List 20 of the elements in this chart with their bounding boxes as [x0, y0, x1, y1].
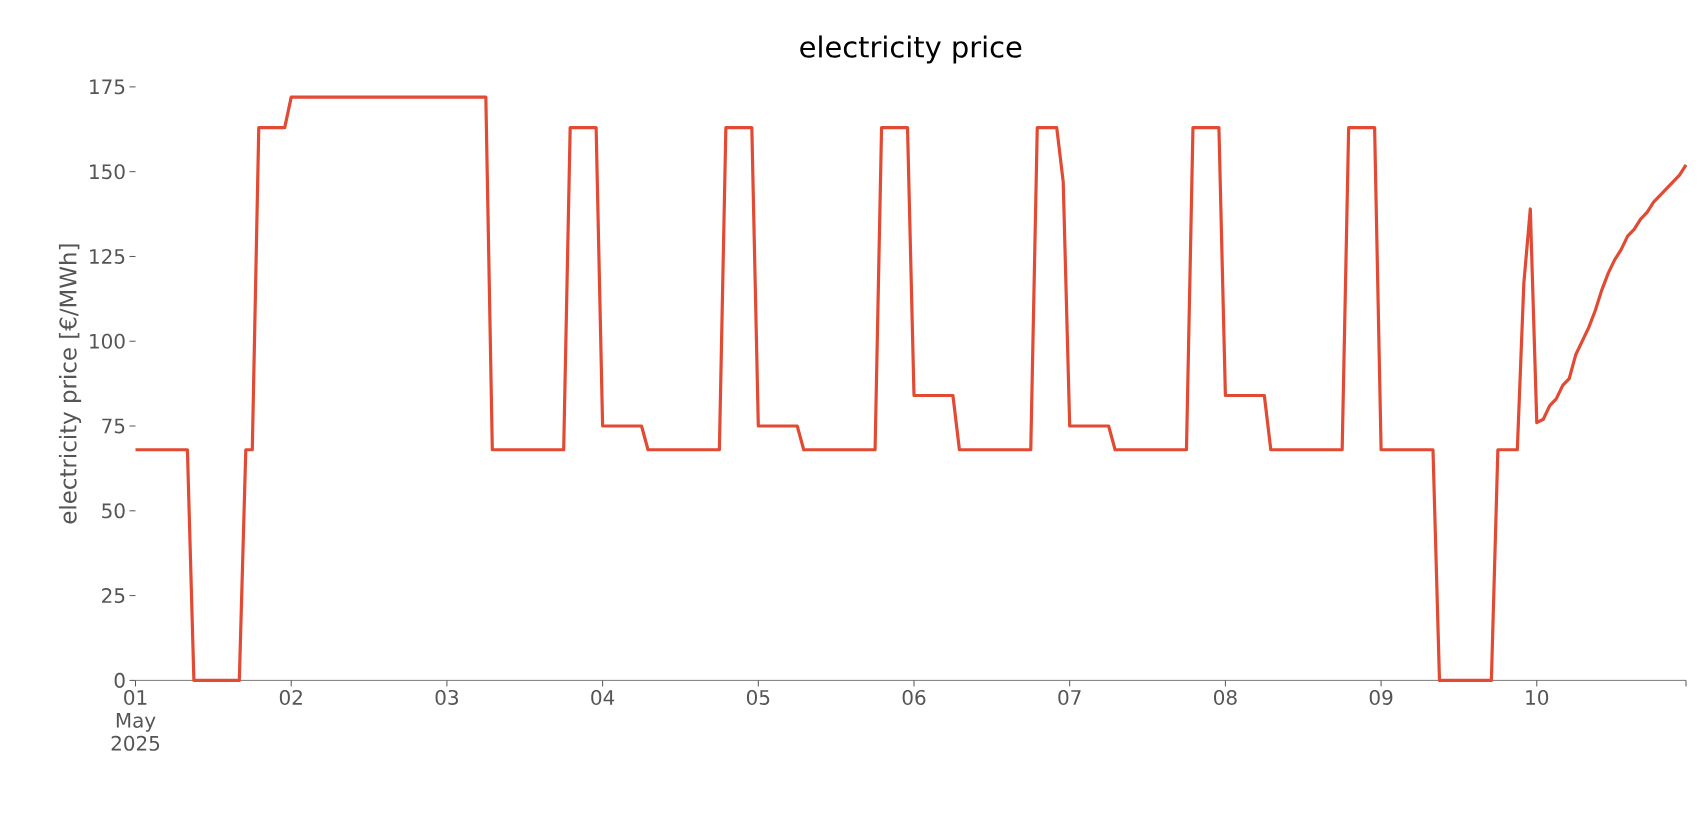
x-tick-label: 09	[1369, 689, 1393, 705]
x-tick-label: 07	[1058, 689, 1081, 705]
x-tick-label: 01 May 2025	[111, 689, 160, 751]
x-tick-label: 05	[746, 689, 770, 705]
y-tick-label: 75	[102, 418, 125, 434]
x-tick-label: 04	[591, 689, 615, 705]
y-tick-label: 25	[102, 588, 125, 604]
x-tick-label: 03	[435, 689, 458, 705]
y-tick-label: 175	[90, 79, 125, 95]
x-tick-label: 02	[279, 689, 302, 705]
y-tick-label: 150	[90, 164, 125, 180]
x-tick-label: 10	[1526, 689, 1549, 705]
x-tick-label: 08	[1214, 689, 1237, 705]
chart-title: electricity price	[800, 35, 1022, 64]
y-tick-label: 50	[102, 503, 125, 519]
y-axis-title: electricity price [€/MWh]	[58, 244, 82, 524]
y-tick-label: 100	[90, 333, 125, 349]
y-tick-label: 125	[90, 248, 125, 264]
y-tick-label: 0	[114, 672, 125, 688]
x-tick-label: 06	[902, 689, 926, 705]
